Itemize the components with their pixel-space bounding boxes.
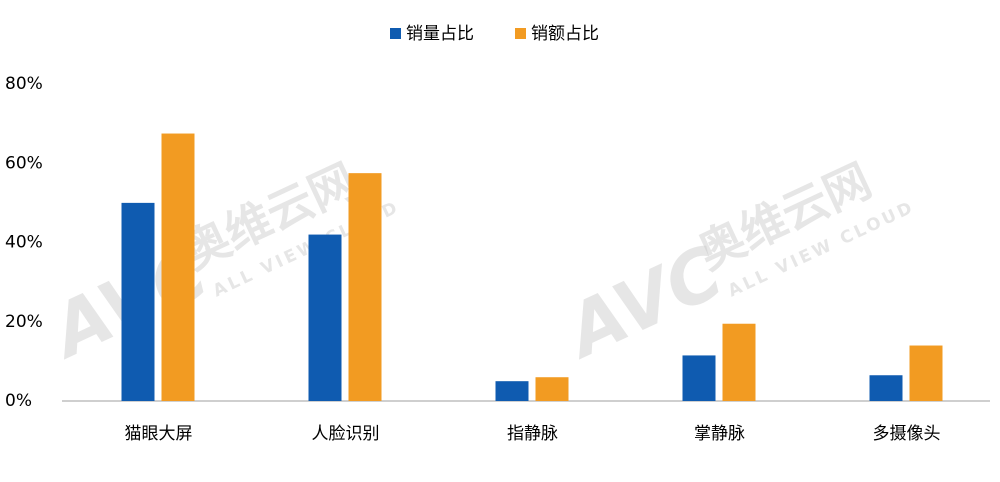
x-tick-label: 多摄像头: [873, 424, 941, 444]
y-tick-label: 0%: [5, 391, 32, 411]
y-tick-label: 40%: [5, 233, 43, 253]
x-tick-label: 人脸识别: [312, 424, 380, 444]
y-tick-label: 80%: [5, 74, 43, 94]
bar: [495, 381, 529, 401]
x-tick-label: 指静脉: [507, 424, 558, 444]
bar: [308, 234, 342, 401]
bar: [722, 323, 756, 401]
bar: [909, 345, 943, 401]
bar: [348, 173, 382, 401]
y-tick-label: 20%: [5, 312, 43, 332]
bar: [869, 375, 903, 401]
x-tick-label: 掌静脉: [694, 424, 745, 444]
legend-label: 销量占比: [406, 24, 474, 44]
y-tick-label: 60%: [5, 153, 43, 173]
legend-label: 销额占比: [531, 24, 599, 44]
bar: [682, 355, 716, 401]
bar: [535, 377, 569, 401]
x-tick-label: 猫眼大屏: [125, 424, 193, 444]
legend-swatch: [515, 28, 526, 39]
bar: [121, 202, 155, 401]
bar: [161, 133, 195, 401]
legend-swatch: [390, 28, 401, 39]
